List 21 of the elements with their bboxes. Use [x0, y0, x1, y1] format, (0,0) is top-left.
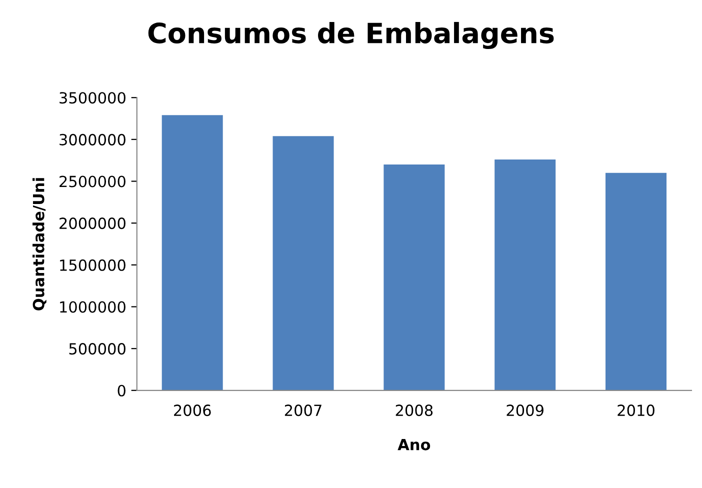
x-tick-label: 2009: [506, 404, 544, 416]
y-tick-label: 3500000: [60, 92, 126, 104]
x-tick-label: 2010: [618, 404, 654, 416]
y-tick-label: 2500000: [60, 176, 126, 188]
bar: [494, 160, 556, 390]
x-tick-label: 2007: [284, 404, 322, 416]
x-axis-title: Ano: [398, 438, 430, 450]
y-tick-label: 3000000: [60, 134, 126, 146]
y-axis-title: Quantidade/Uni: [32, 178, 46, 310]
y-tick-label: 0: [118, 384, 126, 396]
bar: [162, 115, 223, 390]
bar: [384, 164, 445, 390]
x-tick-label: 2008: [396, 404, 433, 416]
y-tick-label: 500000: [69, 343, 126, 355]
bar: [272, 136, 334, 390]
x-tick-label: 2006: [174, 404, 211, 416]
y-tick-label: 1500000: [60, 259, 126, 271]
bar: [606, 172, 667, 390]
chart-title: Consumos de Embalagens: [148, 22, 554, 50]
y-tick-label: 2000000: [60, 218, 126, 230]
y-tick-label: 1000000: [60, 301, 126, 313]
